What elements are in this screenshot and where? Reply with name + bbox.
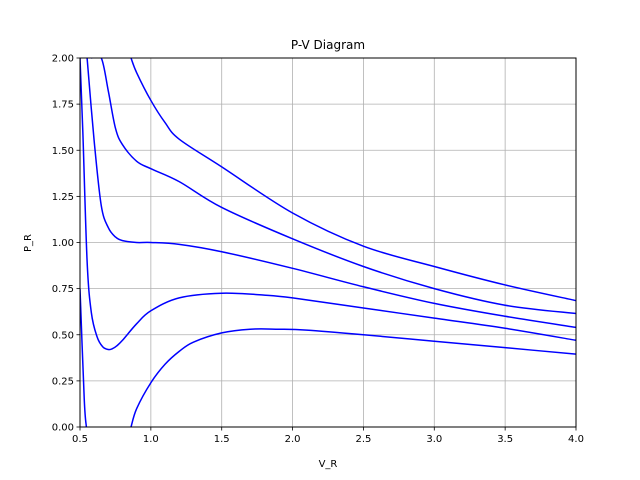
y-tick-label: 0.25 <box>52 376 74 387</box>
y-tick-label: 0.50 <box>52 330 74 341</box>
x-tick-label: 0.5 <box>72 434 88 445</box>
isotherm-line-0 <box>80 288 88 427</box>
x-tick-label: 3.0 <box>426 434 442 445</box>
y-tick-label: 0.75 <box>52 284 74 295</box>
y-axis-label: P_R <box>23 234 34 252</box>
x-tick-label: 2.5 <box>355 434 371 445</box>
y-tick-label: 1.50 <box>52 146 74 157</box>
y-tick-label: 2.00 <box>52 54 74 65</box>
series-group <box>80 58 576 427</box>
y-tick-label: 1.00 <box>52 238 74 249</box>
tick-group: 0.5 1.0 1.5 2.0 2.5 3.0 3.5 4.0 0.00 0.25 0.50 0.75… <box>52 54 584 446</box>
x-tick-label: 1.0 <box>143 434 159 445</box>
isotherm-line-1 <box>130 328 576 427</box>
y-tick-label: 1.25 <box>52 192 74 203</box>
isotherm-line-3 <box>86 58 576 329</box>
isotherm-line-5 <box>130 58 576 302</box>
x-tick-label: 2.0 <box>285 434 301 445</box>
y-tick-label: 1.75 <box>52 100 74 111</box>
x-tick-label: 3.5 <box>497 434 513 445</box>
x-axis-label: V_R <box>319 459 338 470</box>
x-tick-label: 4.0 <box>568 434 584 445</box>
x-tick-label: 1.5 <box>214 434 230 445</box>
y-tick-label: 0.00 <box>52 423 74 434</box>
isotherm-line-4 <box>91 58 576 315</box>
chart-title: P-V Diagram <box>291 38 365 52</box>
isotherm-line-2 <box>80 58 576 351</box>
